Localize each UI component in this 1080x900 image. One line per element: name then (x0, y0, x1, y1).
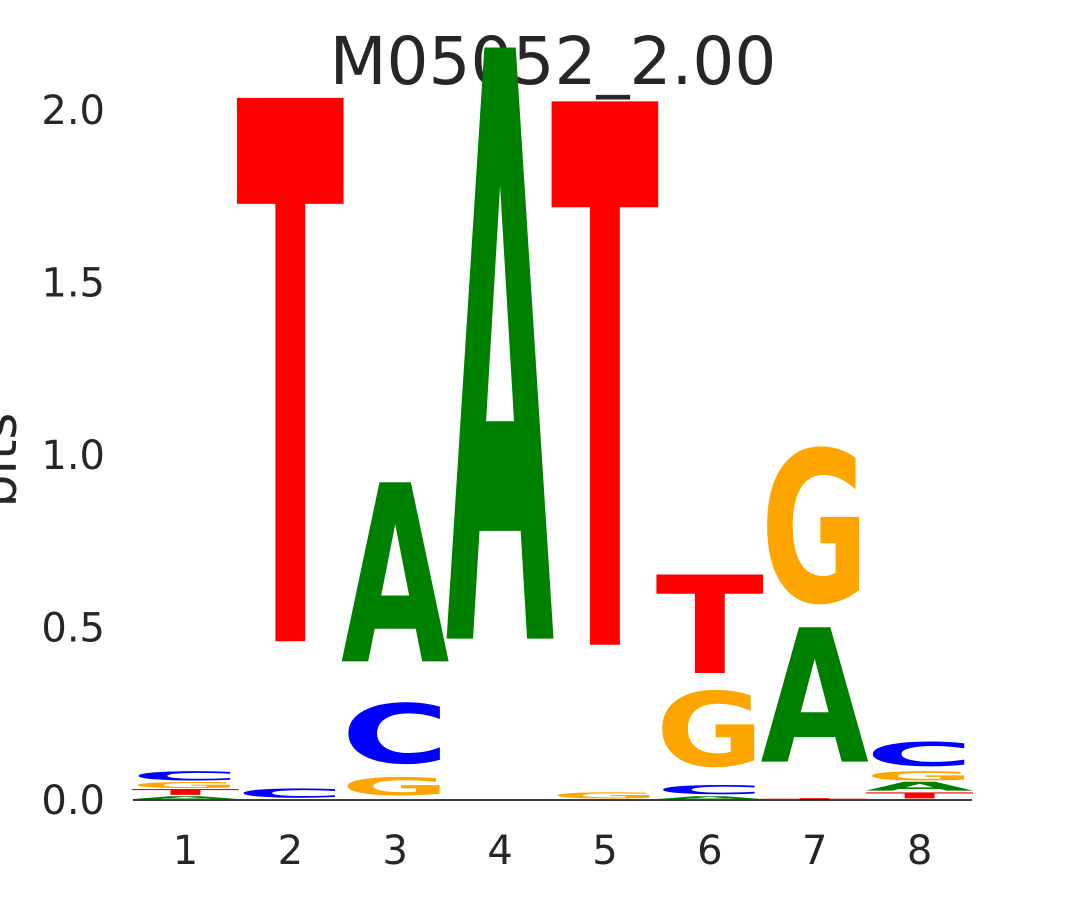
logo-letter-a: A (865, 779, 973, 793)
logo-letter-g: G (131, 780, 239, 790)
y-tick-label: 1.0 (41, 433, 105, 479)
logo-letter-t: T (236, 0, 345, 818)
y-axis-label: bits (0, 413, 29, 508)
logo-letter-a: A (446, 0, 555, 831)
y-tick-label: 1.5 (41, 261, 105, 307)
logo-letter-t: T (865, 791, 974, 801)
logo-letter-c: C (656, 783, 764, 797)
logo-letter-t: T (656, 547, 764, 705)
y-tick-label: 0.5 (41, 606, 105, 652)
logo-letter-c: C (131, 769, 239, 783)
logo-letter-c: C (341, 687, 449, 782)
x-axis-ticks: 1 2 3 4 5 6 7 8 (173, 828, 933, 874)
logo-letter-a: A (131, 795, 240, 800)
logo-letter-g: G (551, 791, 659, 801)
x-tick-label: 7 (802, 828, 827, 874)
logo-letter-t: T (551, 0, 660, 822)
logo-letter-g: G (656, 670, 764, 790)
x-tick-label: 3 (382, 828, 407, 874)
logo-letter-g: G (761, 409, 869, 652)
chart-title: M05052_2.00 (330, 23, 777, 100)
logo-letter-g: G (865, 769, 973, 783)
logo-letter-t: T (131, 787, 240, 797)
x-tick-label: 8 (907, 828, 932, 874)
y-axis-ticks: 0.0 0.5 1.0 1.5 2.0 (41, 88, 105, 824)
x-tick-label: 1 (173, 828, 198, 874)
y-tick-label: 2.0 (41, 88, 105, 134)
logo-letter-t: T (761, 798, 869, 800)
logo-letter-a: A (341, 434, 449, 720)
logo-letter-a: A (761, 590, 869, 805)
x-tick-label: 5 (592, 828, 617, 874)
x-tick-label: 4 (487, 828, 512, 874)
logo-letter-c: C (236, 786, 344, 800)
logo-letter-c: C (865, 736, 973, 774)
logo-letter-g: G (341, 773, 449, 801)
logo-letter-a: A (656, 795, 765, 800)
x-tick-label: 2 (278, 828, 303, 874)
y-tick-label: 0.0 (41, 778, 105, 824)
x-tick-label: 6 (697, 828, 722, 874)
